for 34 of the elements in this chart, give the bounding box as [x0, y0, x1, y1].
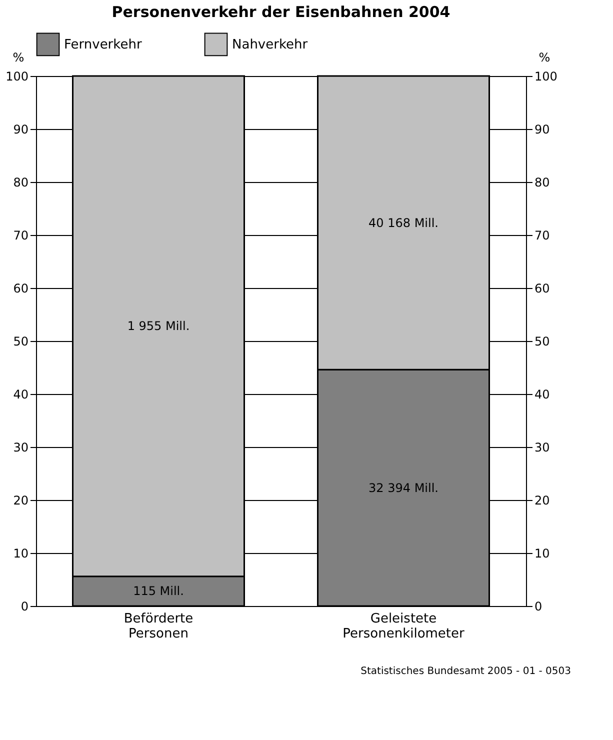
text: Statistisches Bundesamt 2005 - 01 - 0503	[360, 666, 571, 677]
y2-tick-label: 70	[534, 228, 550, 242]
y-tick-label: 10	[13, 546, 28, 560]
y-tick-label: 30	[13, 440, 28, 454]
y2-tick-label: 50	[534, 334, 550, 348]
annotation: 40 168 Mill.	[368, 216, 438, 230]
chart-title: Personenverkehr der Eisenbahnen 2004	[112, 3, 450, 21]
y2-tick-label: 20	[534, 494, 550, 508]
legend-label: Fernverkehr	[64, 37, 142, 52]
y2-tick-label: 40	[534, 388, 550, 402]
y2-tick-label: 90	[534, 122, 550, 136]
y-tick-label: 40	[13, 388, 28, 402]
x-tick-label: Geleistete Personenkilometer	[342, 612, 466, 642]
y2-tick-label: 0	[534, 600, 542, 614]
y-tick-label: 50	[13, 334, 28, 348]
y2-tick-label: 80	[534, 176, 550, 190]
annotation: 115 Mill.	[133, 584, 184, 598]
y2-tick-label: 60	[534, 282, 550, 296]
y-tick-label: 60	[13, 282, 28, 296]
x-tick-label: Beförderte Personen	[124, 612, 194, 642]
y2-tick-label: 10	[534, 546, 550, 560]
legend-label: Nahverkehr	[232, 37, 308, 52]
y-axis-title: %	[12, 50, 24, 64]
y-tick-label: 90	[13, 122, 28, 136]
annotation: 32 394 Mill.	[368, 480, 438, 495]
annotation: 1 955 Mill.	[127, 319, 190, 334]
y-tick-label: 80	[13, 176, 28, 190]
y2-tick-label: 30	[534, 440, 550, 454]
y2-axis-title: %	[538, 50, 550, 64]
y-tick-label: 0	[20, 600, 28, 614]
y-tick-label: 20	[13, 494, 28, 508]
y2-tick-label: 100	[534, 70, 558, 84]
y-tick-label: 70	[13, 228, 28, 242]
y-tick-label: 100	[6, 70, 28, 84]
